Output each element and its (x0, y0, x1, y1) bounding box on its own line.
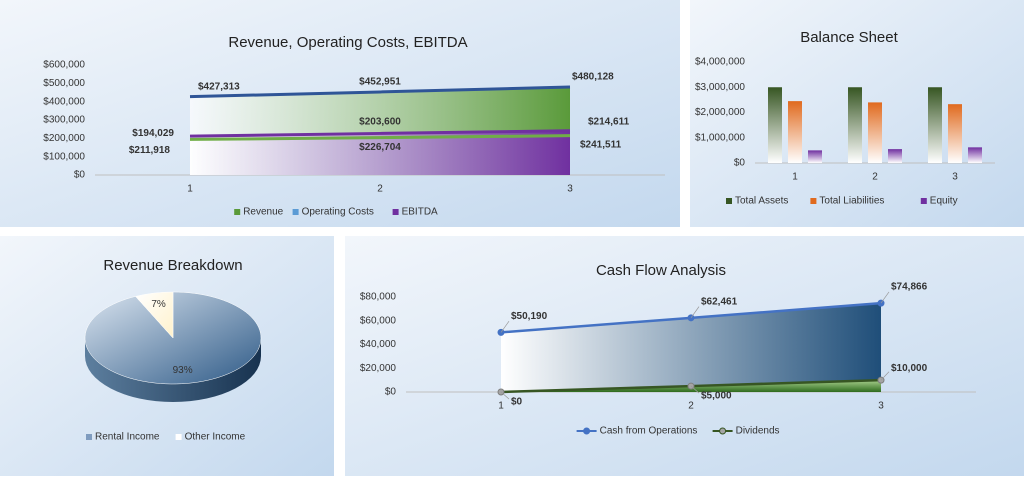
series-line (189, 129, 571, 138)
data-label: $211,918 (129, 145, 171, 156)
bar (888, 149, 902, 163)
data-label: 7% (151, 299, 166, 310)
data-label: $50,190 (511, 311, 548, 322)
legend-swatch (920, 198, 927, 204)
data-label: $214,611 (588, 116, 630, 127)
y-tick-label: $200,000 (43, 133, 85, 144)
y-tick-label: $40,000 (360, 339, 397, 350)
y-tick-label: $3,000,000 (695, 82, 745, 93)
y-tick-label: $1,000,000 (695, 132, 745, 143)
y-tick-label: $500,000 (43, 78, 85, 89)
y-tick-label: $400,000 (43, 96, 85, 107)
x-tick-label: 1 (498, 401, 504, 412)
y-tick-label: $0 (385, 387, 397, 398)
data-label: $0 (511, 397, 523, 408)
chart-title: Cash Flow Analysis (596, 262, 726, 279)
leader-line (690, 306, 700, 319)
bar (928, 87, 942, 163)
data-label: $203,600 (359, 116, 401, 127)
leader-line (500, 320, 510, 333)
legend-label: Revenue (243, 207, 283, 218)
data-label: $427,313 (198, 81, 240, 92)
legend-label: Other Income (185, 432, 246, 443)
chart-title: Revenue Breakdown (103, 257, 242, 274)
legend-label: Operating Costs (302, 207, 374, 218)
legend-swatch (719, 427, 727, 435)
y-tick-label: $80,000 (360, 292, 397, 303)
legend-swatch (86, 434, 92, 440)
legend-swatch (726, 198, 732, 204)
data-label: $452,951 (359, 77, 401, 88)
data-label: $194,029 (132, 128, 174, 139)
legend-swatch (292, 209, 299, 215)
area (190, 130, 570, 175)
data-label: $226,704 (359, 142, 401, 153)
legend-swatch (392, 209, 399, 215)
chart-title: Revenue, Operating Costs, EBITDA (228, 34, 467, 51)
legend-label: EBITDA (402, 207, 438, 218)
y-tick-label: $2,000,000 (695, 107, 745, 118)
data-label: $241,511 (580, 139, 622, 150)
legend-swatch (810, 198, 817, 204)
leader-line (880, 371, 890, 381)
x-tick-label: 2 (688, 401, 694, 412)
x-tick-label: 2 (872, 172, 878, 183)
leader-line (880, 291, 890, 304)
legend-label: Rental Income (95, 432, 160, 443)
leader-line (500, 391, 510, 400)
pie-slice (84, 291, 262, 385)
bar (968, 147, 982, 163)
legend-swatch (234, 209, 241, 215)
y-tick-label: $300,000 (43, 115, 85, 126)
x-tick-label: 3 (567, 184, 573, 195)
pie-slice (135, 291, 174, 339)
y-tick-label: $0 (734, 158, 746, 169)
x-tick-label: 3 (878, 401, 884, 412)
data-label: $74,866 (891, 282, 928, 293)
legend-swatch (175, 434, 182, 440)
x-tick-label: 2 (377, 184, 383, 195)
data-label: 93% (173, 365, 193, 376)
bar (848, 87, 862, 163)
leader-line (690, 385, 700, 394)
legend-label: Total Liabilities (819, 196, 884, 207)
bar (808, 150, 822, 163)
y-tick-label: $4,000,000 (695, 57, 745, 68)
data-label: $62,461 (701, 296, 738, 307)
bar (768, 87, 782, 163)
bar (868, 102, 882, 163)
y-tick-label: $20,000 (360, 363, 397, 374)
legend-label: Equity (930, 196, 958, 207)
legend-swatch (583, 427, 591, 435)
x-tick-label: 3 (952, 172, 958, 183)
y-tick-label: $600,000 (43, 60, 85, 71)
x-tick-label: 1 (792, 172, 798, 183)
legend-label: Total Assets (735, 196, 788, 207)
x-tick-label: 1 (187, 184, 193, 195)
chart-title: Balance Sheet (800, 29, 898, 46)
bar (948, 104, 962, 163)
pie-side (85, 338, 261, 402)
legend-label: Cash from Operations (600, 426, 698, 437)
data-label: $480,128 (572, 72, 614, 83)
y-tick-label: $60,000 (360, 315, 397, 326)
series-line (189, 85, 571, 99)
legend-label: Dividends (736, 426, 780, 437)
data-label: $5,000 (701, 391, 732, 402)
y-tick-label: $100,000 (43, 151, 85, 162)
y-tick-label: $0 (74, 170, 86, 181)
series-line (189, 134, 571, 141)
bar (788, 101, 802, 163)
data-label: $10,000 (891, 363, 928, 374)
